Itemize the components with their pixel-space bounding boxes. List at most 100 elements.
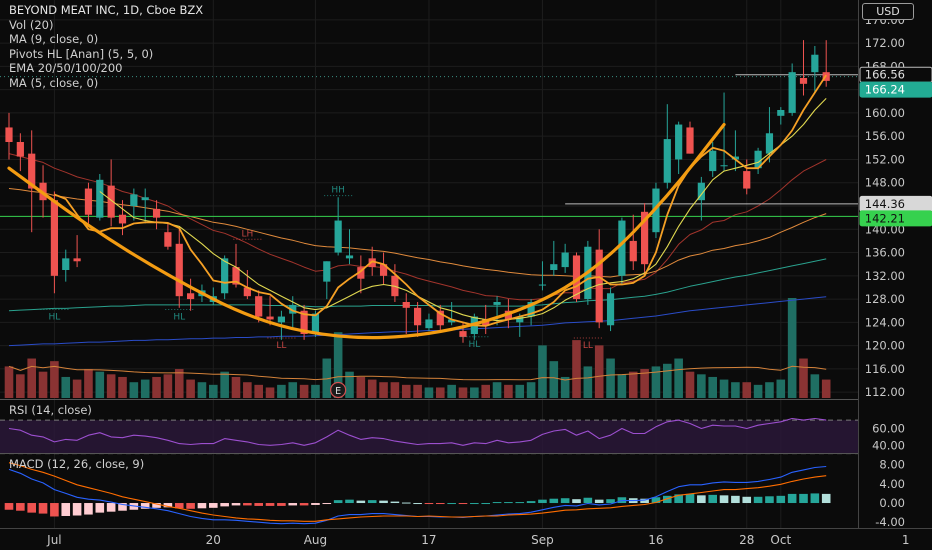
currency-button[interactable]: USD xyxy=(862,3,914,20)
candle-body xyxy=(28,153,36,189)
volume-bar xyxy=(628,371,638,398)
ma9-line xyxy=(99,98,827,322)
indicator-legend: BEYOND MEAT INC, 1D, Cboe BZX Vol (20) M… xyxy=(9,3,203,90)
legend-ema[interactable]: EMA 20/50/100/200 xyxy=(9,61,123,75)
macd-histogram-bar xyxy=(470,503,479,505)
volume-bar xyxy=(606,358,615,398)
volume-bar xyxy=(311,384,320,398)
macd-histogram-bar xyxy=(16,503,25,511)
volume-bar xyxy=(50,361,59,398)
time-axis-label: Aug xyxy=(304,533,327,547)
macd-histogram-bar xyxy=(277,503,286,506)
volume-bar xyxy=(186,379,195,398)
macd-histogram-bar xyxy=(413,503,422,505)
volume-bar xyxy=(719,379,729,398)
volume-bar xyxy=(776,379,786,398)
volume-ma-line xyxy=(8,365,827,381)
volume-bar xyxy=(106,374,116,398)
rsi-label[interactable]: RSI (14, close) xyxy=(9,403,92,417)
macd-histogram-bar xyxy=(288,503,298,506)
volume-bar xyxy=(651,366,661,398)
rsi-band xyxy=(0,420,858,454)
candle-body xyxy=(459,331,467,337)
macd-histogram-bar xyxy=(4,503,14,510)
candle-body xyxy=(765,133,774,154)
rsi-line xyxy=(8,417,827,446)
legend-ma9[interactable]: MA (9, close, 0) xyxy=(9,32,99,46)
candle-body xyxy=(164,232,172,247)
legend-volume[interactable]: Vol (20) xyxy=(9,17,54,32)
price-axis-label: 160.00 xyxy=(865,106,905,120)
pivot-label: HH xyxy=(331,186,345,196)
volume-bar xyxy=(72,379,82,398)
macd-histogram-bar xyxy=(72,503,82,516)
volume-bar xyxy=(697,374,706,398)
volume-bar xyxy=(16,374,25,398)
volume-bar xyxy=(640,369,649,398)
volume-bar xyxy=(322,358,332,398)
macd-histogram-bar xyxy=(492,502,502,504)
macd-label[interactable]: MACD (12, 26, close, 9) xyxy=(9,457,145,471)
candle-body xyxy=(754,150,762,169)
macd-histogram-bar xyxy=(504,502,513,504)
candle-body xyxy=(629,240,637,262)
candle-body xyxy=(379,264,388,276)
candle-body xyxy=(550,264,558,270)
macd-histogram-bar xyxy=(106,503,116,512)
time-axis-label: Sep xyxy=(531,533,554,547)
symbol-title[interactable]: BEYOND MEAT INC, 1D, Cboe BZX xyxy=(9,3,204,17)
volume-bar xyxy=(663,363,672,398)
candle-body xyxy=(618,220,626,276)
candle-body xyxy=(516,316,524,323)
macd-histogram-bar xyxy=(663,495,672,504)
pivot-label: LH xyxy=(241,229,253,239)
candle-body xyxy=(493,302,501,305)
volume-bar xyxy=(379,382,388,398)
volume-bar xyxy=(753,384,763,398)
volume-bar xyxy=(231,376,241,398)
candle-body xyxy=(62,258,70,270)
candle-body xyxy=(84,188,93,215)
macd-histogram-bar xyxy=(197,503,207,509)
macd-histogram-bar xyxy=(731,495,740,504)
macd-histogram-bar xyxy=(640,498,649,504)
macd-axis-label: -4.00 xyxy=(875,515,905,529)
candle-body xyxy=(345,255,354,259)
time-axis-label: 17 xyxy=(421,533,436,547)
volume-bar xyxy=(38,371,48,398)
volume-bar xyxy=(515,384,525,398)
earnings-marker xyxy=(330,381,347,399)
legend-pivots[interactable]: Pivots HL [Anan] (5, 5, 0) xyxy=(9,46,154,61)
candle-body xyxy=(357,267,365,279)
macd-line xyxy=(8,465,827,525)
macd-histogram-bar xyxy=(560,498,570,504)
candle-body xyxy=(697,182,705,201)
price-axis-label: 148.00 xyxy=(865,176,905,190)
macd-histogram-bar xyxy=(220,503,229,507)
macd-histogram-bar xyxy=(322,503,332,505)
macd-histogram-bar xyxy=(458,503,468,505)
candle-body xyxy=(641,211,649,265)
macd-histogram-bar xyxy=(311,503,320,505)
price-tag-label: 142.21 xyxy=(865,211,905,225)
macd-histogram-bar xyxy=(390,501,400,504)
time-axis xyxy=(0,528,932,550)
volume-bar xyxy=(174,369,184,398)
candle-body xyxy=(311,313,320,334)
pivot-label: LL xyxy=(583,341,593,351)
volume-bar xyxy=(4,366,14,398)
volume-bar xyxy=(254,384,263,398)
volume-bar xyxy=(265,387,275,398)
candle-body xyxy=(799,78,808,84)
macd-histogram-bar xyxy=(481,503,490,505)
macd-histogram-bar xyxy=(356,500,366,504)
time-axis-label: 28 xyxy=(739,533,754,547)
macd-histogram-bar xyxy=(549,498,559,504)
macd-histogram-bar xyxy=(118,503,127,511)
macd-histogram-bar xyxy=(436,503,445,505)
volume-bar xyxy=(810,374,820,398)
legend-ma5[interactable]: MA (5, close, 0) xyxy=(9,75,99,90)
volume-bar xyxy=(390,382,400,398)
candle-body xyxy=(425,319,433,329)
